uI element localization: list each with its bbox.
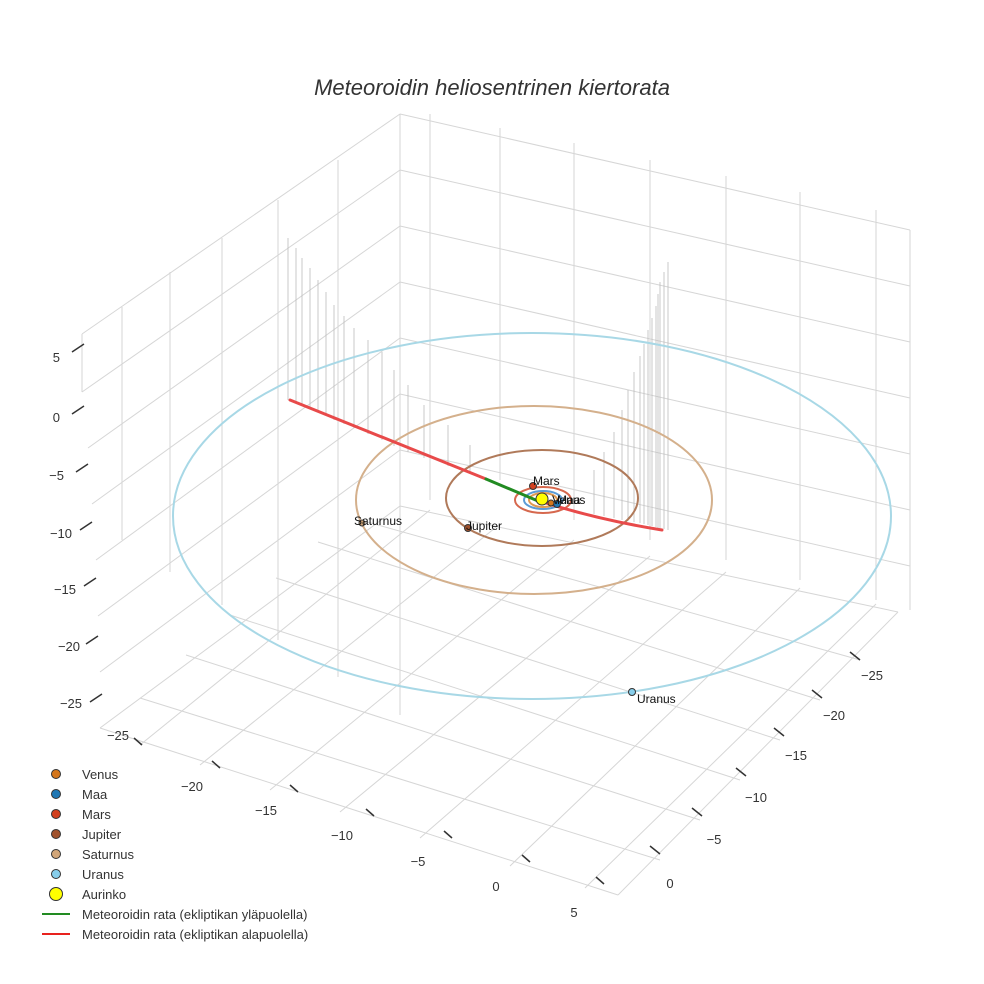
legend-marker-jupiter — [51, 829, 61, 839]
legend-item-venus[interactable]: Venus — [36, 764, 308, 784]
trajectory-above-ecliptic — [484, 477, 540, 503]
chart-title: Meteoroidin heliosentrinen kiertorata — [314, 75, 670, 100]
planet-orbits — [172, 332, 892, 700]
y-tick-label: −5 — [707, 832, 722, 847]
y-tick-label: 0 — [666, 876, 673, 891]
x-tick-label: 0 — [492, 879, 499, 894]
legend-item-trajectory-above[interactable]: Meteoroidin rata (ekliptikan yläpuolella… — [36, 904, 308, 924]
legend-item-jupiter[interactable]: Jupiter — [36, 824, 308, 844]
sun-marker — [535, 492, 549, 506]
z-tick-label: −10 — [50, 526, 72, 541]
planet-labels: Uranus Saturnus Jupiter Mars Venus Maa — [354, 474, 676, 706]
legend-line-green — [42, 913, 70, 915]
y-tick-label: −10 — [745, 790, 767, 805]
x-tick-label: −10 — [331, 828, 353, 843]
axis-ticks — [71, 343, 861, 885]
legend-item-maa[interactable]: Maa — [36, 784, 308, 804]
planet-marker-saturnus — [358, 519, 366, 527]
x-tick-label: 5 — [570, 905, 577, 920]
axis-grid — [81, 113, 911, 896]
legend-label: Meteoroidin rata (ekliptikan alapuolella… — [82, 926, 309, 942]
legend-marker-maa — [51, 789, 61, 799]
legend-marker-venus — [51, 769, 61, 779]
legend-line-red — [42, 933, 70, 935]
x-tick-labels: −25 −20 −15 −10 −5 0 5 — [107, 728, 578, 920]
legend-marker-uranus — [51, 869, 61, 879]
planet-label-mars: Mars — [533, 474, 560, 488]
legend-label: Saturnus — [82, 846, 135, 862]
planet-marker-mars — [529, 482, 537, 490]
x-tick-label: −20 — [181, 779, 203, 794]
legend-item-aurinko[interactable]: Aurinko — [36, 884, 308, 904]
z-tick-label: 0 — [53, 410, 60, 425]
z-tick-label: −15 — [54, 582, 76, 597]
x-tick-label: −5 — [411, 854, 426, 869]
trajectory-below-ecliptic — [288, 398, 488, 481]
z-tick-label: −20 — [58, 639, 80, 654]
planet-label-venus: Venus — [552, 493, 585, 507]
planet-marker-uranus — [628, 688, 636, 696]
legend-marker-mars — [51, 809, 61, 819]
meteoroid-trajectory — [288, 398, 664, 532]
legend-item-uranus[interactable]: Uranus — [36, 864, 308, 884]
y-tick-label: −15 — [785, 748, 807, 763]
trajectory-drop-lines — [287, 238, 669, 530]
x-tick-label: −15 — [255, 803, 277, 818]
legend-label: Jupiter — [82, 826, 122, 842]
x-tick-label: −25 — [107, 728, 129, 743]
y-tick-label: −20 — [823, 708, 845, 723]
planet-label-saturnus: Saturnus — [354, 514, 402, 528]
legend-marker-aurinko — [49, 887, 63, 901]
legend-label: Meteoroidin rata (ekliptikan yläpuolella… — [82, 906, 308, 922]
orbit-maa — [523, 490, 563, 510]
legend-marker-saturnus — [51, 849, 61, 859]
planet-label-maa: Maa — [557, 493, 581, 507]
orbit-saturnus — [355, 405, 713, 595]
legend-label: Venus — [82, 766, 119, 782]
legend-label: Maa — [82, 786, 108, 802]
planet-marker-jupiter — [464, 524, 472, 532]
legend-item-trajectory-below[interactable]: Meteoroidin rata (ekliptikan alapuolella… — [36, 924, 308, 944]
legend-item-saturnus[interactable]: Saturnus — [36, 844, 308, 864]
legend-label: Uranus — [82, 866, 124, 882]
planet-markers — [358, 482, 636, 696]
legend-label: Aurinko — [82, 886, 127, 902]
planet-label-uranus: Uranus — [637, 692, 676, 706]
z-tick-label: 5 — [53, 350, 60, 365]
z-tick-label: −25 — [60, 696, 82, 711]
y-tick-labels: −25 −20 −15 −10 −5 0 — [666, 668, 883, 891]
orbit-uranus — [172, 332, 892, 700]
planet-marker-venus — [547, 499, 555, 507]
z-tick-labels: 5 0 −5 −10 −15 −20 −25 — [49, 350, 82, 711]
legend: Venus Maa Mars Jupiter Saturnus Uranus A… — [36, 764, 308, 944]
planet-label-jupiter: Jupiter — [466, 519, 502, 533]
y-tick-label: −25 — [861, 668, 883, 683]
legend-label: Mars — [82, 806, 111, 822]
orbit-mars — [514, 486, 572, 514]
legend-item-mars[interactable]: Mars — [36, 804, 308, 824]
orbit-jupiter — [445, 449, 639, 547]
z-tick-label: −5 — [49, 468, 64, 483]
